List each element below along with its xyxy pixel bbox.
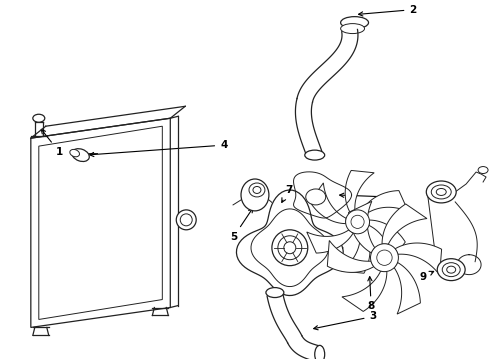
- Ellipse shape: [442, 263, 460, 276]
- Polygon shape: [348, 201, 375, 253]
- Polygon shape: [327, 240, 374, 273]
- Polygon shape: [267, 293, 302, 343]
- Ellipse shape: [249, 183, 265, 197]
- Polygon shape: [362, 190, 408, 214]
- Polygon shape: [295, 98, 322, 158]
- Ellipse shape: [341, 17, 368, 28]
- Ellipse shape: [253, 186, 261, 193]
- Polygon shape: [394, 262, 420, 314]
- Ellipse shape: [431, 185, 451, 199]
- Polygon shape: [31, 118, 171, 328]
- Polygon shape: [341, 231, 370, 273]
- Text: 9: 9: [419, 271, 434, 282]
- Text: 8: 8: [368, 276, 375, 311]
- Polygon shape: [237, 190, 343, 296]
- Ellipse shape: [341, 24, 365, 33]
- Polygon shape: [342, 271, 387, 311]
- Text: 4: 4: [90, 140, 227, 157]
- Ellipse shape: [437, 259, 465, 280]
- Ellipse shape: [478, 167, 488, 174]
- Text: 1: 1: [41, 129, 63, 157]
- Circle shape: [351, 215, 364, 228]
- Polygon shape: [297, 30, 358, 102]
- Polygon shape: [307, 230, 353, 253]
- Circle shape: [284, 242, 296, 254]
- Ellipse shape: [315, 345, 325, 360]
- Circle shape: [370, 244, 398, 272]
- Circle shape: [278, 236, 302, 260]
- Text: 3: 3: [314, 311, 377, 330]
- Ellipse shape: [241, 179, 269, 211]
- Circle shape: [377, 250, 392, 265]
- Circle shape: [180, 214, 192, 226]
- Polygon shape: [345, 170, 374, 212]
- Ellipse shape: [305, 150, 325, 160]
- Text: 7: 7: [282, 185, 292, 202]
- Polygon shape: [382, 204, 427, 244]
- Ellipse shape: [306, 189, 326, 205]
- Circle shape: [345, 210, 369, 234]
- Text: 2: 2: [359, 5, 416, 16]
- Text: 6: 6: [340, 192, 392, 202]
- Ellipse shape: [72, 149, 89, 162]
- Polygon shape: [288, 336, 322, 360]
- Ellipse shape: [436, 189, 446, 195]
- Text: 5: 5: [230, 208, 253, 242]
- Polygon shape: [294, 172, 352, 218]
- Ellipse shape: [426, 181, 456, 203]
- Circle shape: [272, 230, 308, 266]
- Ellipse shape: [266, 288, 284, 298]
- Circle shape: [176, 210, 196, 230]
- Ellipse shape: [33, 114, 45, 122]
- Polygon shape: [310, 183, 346, 224]
- Polygon shape: [369, 220, 405, 261]
- Ellipse shape: [447, 266, 456, 273]
- Ellipse shape: [70, 149, 79, 157]
- Polygon shape: [395, 243, 441, 275]
